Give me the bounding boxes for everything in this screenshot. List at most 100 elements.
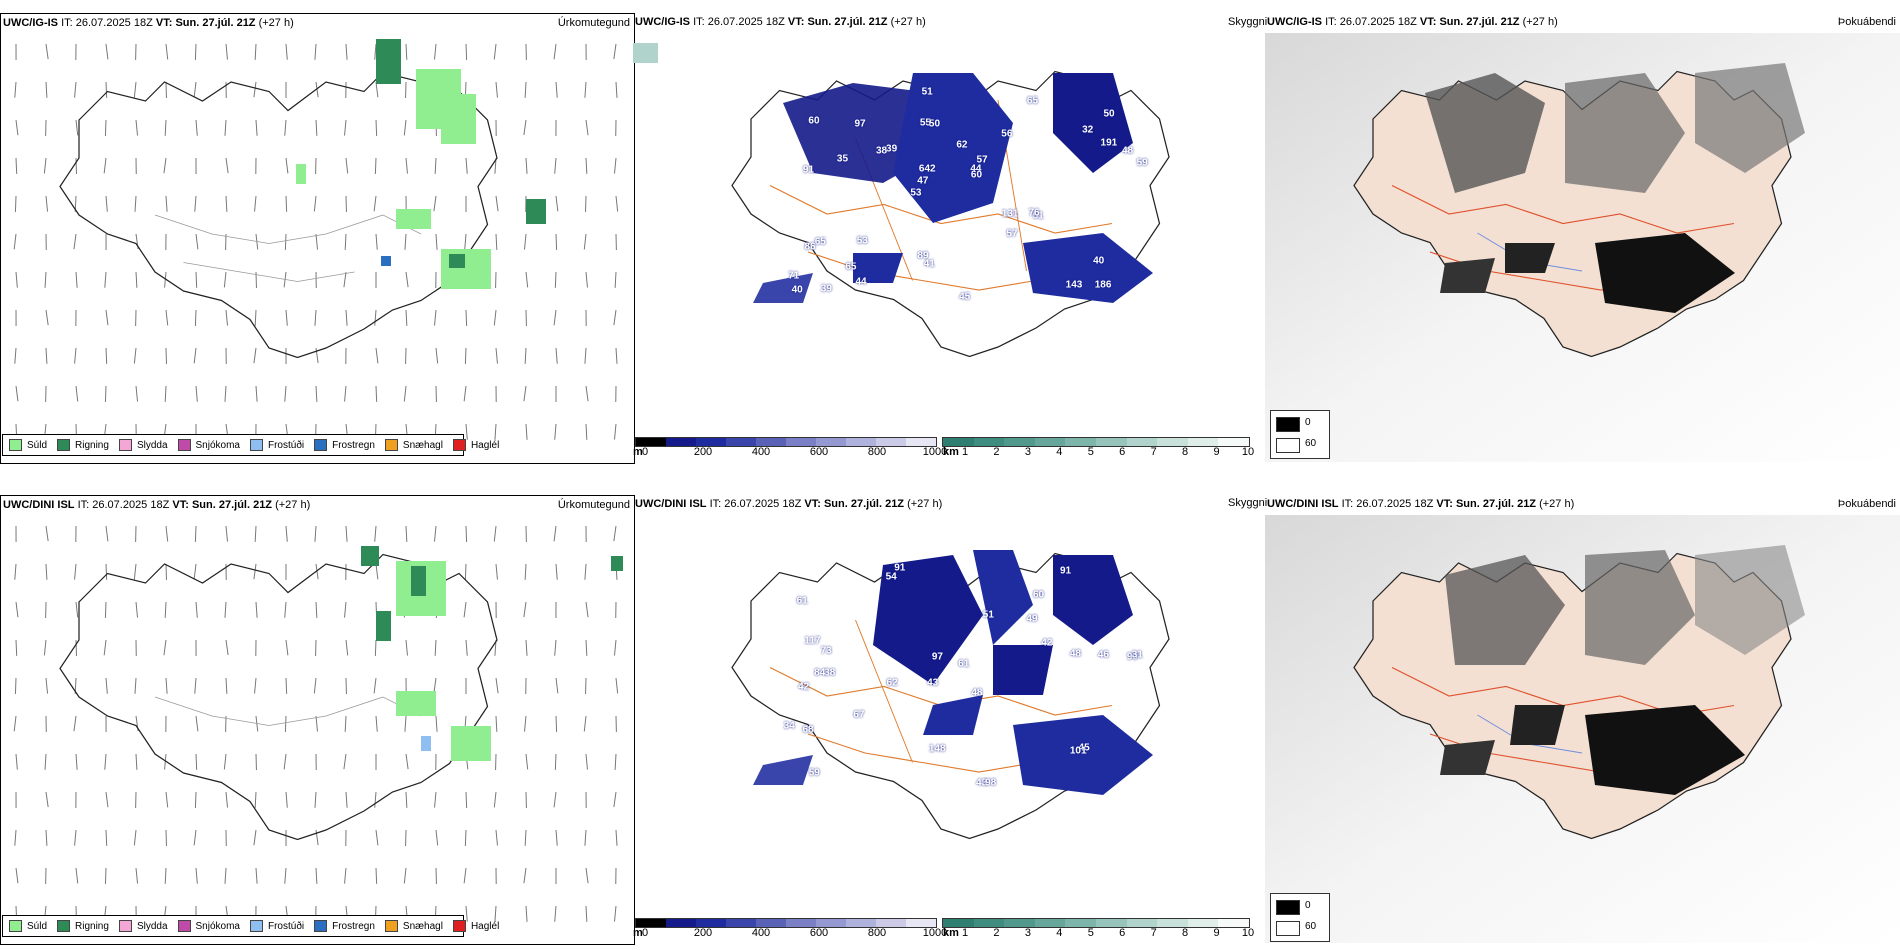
cloud-base-value: 51 (921, 86, 933, 98)
colorbar-segment (1065, 438, 1096, 446)
wind-barb (105, 347, 108, 364)
wind-barb (285, 525, 288, 542)
wind-barb (555, 195, 559, 212)
wind-barb (104, 753, 107, 770)
wind-barb (373, 677, 377, 694)
wind-barb (105, 43, 109, 60)
wind-barb (13, 715, 17, 732)
wind-barb (464, 347, 467, 364)
cloud-base-value: 73 (820, 645, 832, 657)
wind-barb (253, 81, 257, 98)
wind-barb (44, 271, 47, 288)
legend-label: Frostregn (332, 920, 375, 932)
cloud-base-value: 61 (796, 595, 808, 607)
precip-legend-item: Snjókoma (177, 439, 240, 451)
cloud-base-value: 54 (885, 571, 897, 583)
wind-barb (554, 639, 557, 656)
wind-barb (463, 601, 467, 618)
wind-barb (494, 423, 497, 440)
cloud-base-value: 117 (804, 635, 821, 647)
wind-barb (15, 271, 18, 288)
precip-panel-bottom: UWC/DINI ISL IT: 26.07.2025 18Z VT: Sun.… (0, 495, 635, 945)
cloud-base-unit-bottom: m (633, 927, 643, 939)
wind-barb (524, 81, 527, 98)
wind-barb (285, 157, 289, 174)
wind-barb (375, 347, 379, 364)
legend-label: Snjókoma (195, 439, 240, 451)
visibility-unit-top: km (943, 446, 959, 458)
legend-label: Súld (27, 920, 48, 932)
legend-swatch (314, 439, 328, 451)
wind-barb (285, 791, 288, 808)
wind-barb (135, 119, 139, 136)
wind-barb (554, 271, 557, 288)
wind-barb (495, 829, 498, 846)
visibility-unit-bottom: km (943, 927, 959, 939)
wind-barb (284, 385, 287, 402)
cloud-header-bottom: UWC/DINI ISL IT: 26.07.2025 18Z VT: Sun.… (635, 498, 943, 510)
wind-barb (615, 81, 618, 98)
cloud-base-value: 43 (976, 777, 988, 789)
wind-barb (315, 715, 318, 732)
colorbar-segment (636, 919, 666, 927)
wind-barb (74, 347, 77, 364)
wind-barb (195, 715, 199, 732)
wind-barb (254, 791, 257, 808)
wind-barb (524, 347, 527, 364)
colorbar-segment (906, 438, 936, 446)
wind-barb (194, 309, 197, 326)
wind-barb (285, 309, 288, 326)
cloud-base-value: 148 (928, 743, 946, 755)
precip-legend-item: Súld (9, 439, 47, 451)
wind-barb (464, 563, 467, 580)
wind-barb (553, 525, 557, 542)
wind-barb (135, 271, 138, 288)
colorbar-tick: 8 (1182, 927, 1189, 939)
wind-barb (225, 791, 229, 808)
wind-barb (285, 43, 288, 60)
wind-barb (585, 423, 588, 440)
wind-barb (495, 715, 498, 732)
legend-swatch (57, 920, 71, 932)
precip-legend-item: Slydda (118, 920, 168, 932)
wind-barb (193, 563, 197, 580)
wind-barb (74, 563, 77, 580)
colorbar-tick: 1000 (922, 446, 948, 458)
wind-barb (75, 867, 79, 884)
wind-barb (553, 43, 557, 60)
wind-barb (585, 867, 589, 884)
wind-barb (375, 867, 378, 884)
wind-barb (465, 791, 468, 808)
legend-label: Slydda (136, 920, 168, 932)
colorbar-segment (1187, 919, 1219, 927)
wind-barb (375, 233, 378, 250)
cloud-base-value: 191 (1100, 137, 1118, 149)
wind-barb (194, 195, 197, 212)
wind-barb (615, 829, 618, 846)
cloud-base-value: 48 (1069, 648, 1081, 660)
wind-barb (313, 195, 317, 212)
colorbar-segment (1004, 919, 1035, 927)
wind-barb (193, 81, 197, 98)
legend-swatch (249, 439, 263, 451)
wind-barb (225, 525, 228, 542)
wind-barb (585, 639, 588, 656)
colorbar-segment (973, 438, 1005, 446)
wind-barb (495, 563, 498, 580)
wind-barb (104, 119, 107, 136)
wind-barb (465, 905, 468, 922)
wind-barb (45, 525, 49, 542)
visibility-colorbar-bottom (942, 918, 1250, 928)
legend-label: Slydda (136, 439, 168, 451)
wind-barb (75, 119, 79, 136)
wind-barb (373, 195, 377, 212)
cloud-base-value: 97 (854, 118, 866, 130)
cloud-base-value: 39 (820, 283, 832, 295)
wind-barb (523, 867, 527, 884)
wind-barb (343, 271, 347, 288)
wind-barb (255, 601, 258, 618)
wind-barb (463, 867, 467, 884)
wind-barb (315, 385, 318, 402)
wind-barb (465, 639, 468, 656)
wind-barb (405, 639, 408, 656)
